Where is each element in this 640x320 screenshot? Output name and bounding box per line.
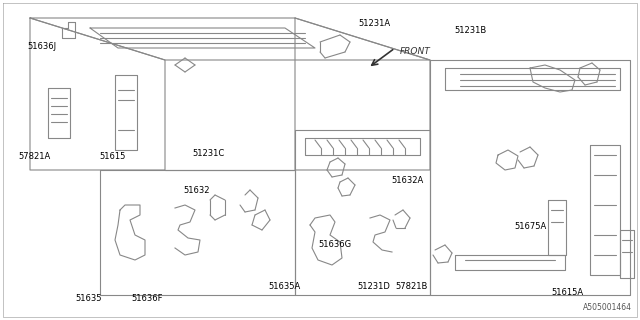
Text: 51615A: 51615A bbox=[552, 288, 584, 297]
Text: FRONT: FRONT bbox=[400, 47, 431, 57]
Text: 57821B: 57821B bbox=[396, 282, 428, 291]
Text: 51636F: 51636F bbox=[131, 294, 163, 303]
Text: 51615: 51615 bbox=[99, 152, 125, 161]
Text: 51231B: 51231B bbox=[454, 26, 486, 35]
Text: 51636J: 51636J bbox=[27, 42, 56, 51]
Text: 51632A: 51632A bbox=[392, 176, 424, 185]
Text: 51636G: 51636G bbox=[319, 240, 352, 249]
Text: 51632: 51632 bbox=[183, 186, 209, 195]
Text: 51635: 51635 bbox=[76, 294, 102, 303]
Text: 51231A: 51231A bbox=[358, 19, 390, 28]
Text: 51231D: 51231D bbox=[357, 282, 390, 291]
Text: 51231C: 51231C bbox=[192, 149, 224, 158]
Text: A505001464: A505001464 bbox=[583, 303, 632, 312]
Text: 51635A: 51635A bbox=[269, 282, 301, 291]
Text: 51675A: 51675A bbox=[514, 222, 546, 231]
Text: 57821A: 57821A bbox=[18, 152, 50, 161]
